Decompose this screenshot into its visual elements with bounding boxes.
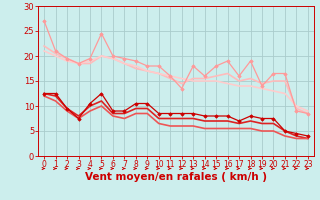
X-axis label: Vent moyen/en rafales ( km/h ): Vent moyen/en rafales ( km/h ) <box>85 172 267 182</box>
